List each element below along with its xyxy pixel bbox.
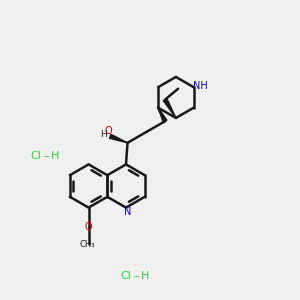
Text: Cl: Cl xyxy=(31,151,41,161)
Text: H: H xyxy=(51,151,60,161)
Text: O: O xyxy=(85,222,92,232)
Text: –: – xyxy=(134,271,139,281)
Polygon shape xyxy=(158,108,167,122)
Text: H: H xyxy=(100,130,107,139)
Text: CH₃: CH₃ xyxy=(79,240,95,249)
Text: H: H xyxy=(141,271,150,281)
Text: NH: NH xyxy=(193,81,208,91)
Text: Cl: Cl xyxy=(121,271,131,281)
Polygon shape xyxy=(163,98,176,118)
Text: O: O xyxy=(105,126,112,136)
Text: N: N xyxy=(124,207,131,217)
Polygon shape xyxy=(110,134,128,143)
Text: –: – xyxy=(44,151,49,161)
